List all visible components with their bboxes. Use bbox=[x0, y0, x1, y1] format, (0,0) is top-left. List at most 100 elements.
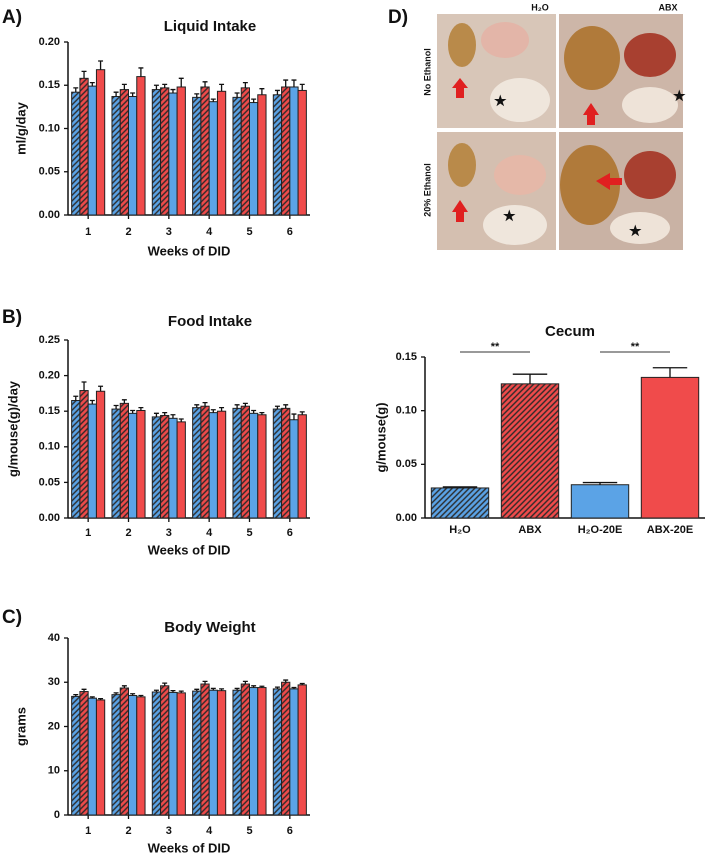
error-bar bbox=[582, 481, 618, 485]
bar bbox=[176, 692, 186, 816]
bar bbox=[87, 85, 97, 216]
bar bbox=[257, 94, 267, 216]
bar bbox=[281, 681, 291, 816]
bar bbox=[289, 86, 299, 216]
error-bar bbox=[178, 418, 184, 422]
error-bar bbox=[89, 82, 95, 87]
bar bbox=[240, 683, 251, 816]
error-bar bbox=[138, 694, 144, 697]
error-bar bbox=[81, 688, 87, 692]
x-tick-label: 3 bbox=[166, 226, 172, 238]
bar bbox=[71, 91, 81, 216]
error-bar bbox=[153, 689, 159, 692]
bar bbox=[297, 89, 307, 216]
error-bar bbox=[274, 89, 280, 95]
y-tick-label: 20 bbox=[48, 720, 60, 732]
bar bbox=[119, 89, 129, 216]
bar bbox=[87, 697, 97, 816]
error-bar bbox=[89, 696, 95, 699]
y-tick-label: 10 bbox=[48, 765, 60, 777]
x-tick-label: 4 bbox=[206, 226, 213, 238]
error-bar bbox=[138, 406, 144, 411]
row-label: No Ethanol bbox=[422, 48, 432, 96]
chart-title: Food Intake bbox=[168, 313, 252, 330]
panel-label: B) bbox=[2, 307, 22, 328]
photo-tile: ★ bbox=[559, 132, 683, 250]
bar bbox=[128, 95, 138, 216]
error-bar bbox=[242, 402, 248, 407]
bar bbox=[136, 696, 146, 816]
y-tick-label: 0.05 bbox=[39, 476, 60, 488]
error-bar bbox=[194, 93, 200, 98]
bar bbox=[128, 695, 138, 816]
error-bar bbox=[73, 395, 79, 401]
error-bar bbox=[121, 685, 127, 689]
y-tick-label: 0.05 bbox=[396, 458, 417, 470]
bar bbox=[79, 390, 89, 519]
error-bar bbox=[234, 92, 240, 98]
error-bar bbox=[219, 688, 225, 691]
y-tick-label: 0.10 bbox=[396, 405, 417, 417]
bar bbox=[128, 412, 138, 519]
y-tick-label: 0.15 bbox=[396, 351, 417, 363]
error-bar bbox=[251, 685, 257, 688]
bar bbox=[208, 689, 218, 816]
error-bar bbox=[242, 680, 248, 685]
error-bar bbox=[219, 406, 225, 412]
error-bar bbox=[283, 679, 289, 683]
y-axis-title: grams bbox=[13, 707, 28, 746]
bar bbox=[570, 484, 630, 519]
x-tick-label: 3 bbox=[166, 825, 172, 837]
bar bbox=[289, 419, 299, 519]
error-bar bbox=[170, 88, 176, 94]
bar bbox=[111, 408, 121, 519]
y-tick-label: 0.00 bbox=[39, 512, 60, 524]
error-bar bbox=[274, 686, 280, 689]
x-tick-label: 5 bbox=[246, 527, 252, 539]
bar bbox=[249, 102, 259, 216]
error-bar bbox=[178, 77, 184, 87]
bar bbox=[111, 95, 121, 216]
error-bar bbox=[202, 680, 208, 685]
error-bar bbox=[170, 414, 176, 419]
y-axis-title: g/mouse(g)/day bbox=[5, 380, 20, 477]
bar bbox=[136, 76, 146, 216]
bar bbox=[79, 77, 89, 216]
bar bbox=[240, 405, 251, 519]
y-tick-label: 0.15 bbox=[39, 405, 60, 417]
bar bbox=[281, 407, 291, 519]
error-bar bbox=[251, 98, 257, 103]
error-bar bbox=[73, 87, 79, 93]
bar bbox=[232, 689, 242, 816]
y-tick-label: 0.25 bbox=[39, 334, 60, 346]
bar bbox=[232, 96, 242, 216]
chart-title: Body Weight bbox=[164, 619, 255, 636]
bar bbox=[240, 87, 251, 216]
x-tick-label: H₂O bbox=[449, 524, 471, 536]
x-tick-label: 1 bbox=[85, 527, 91, 539]
error-bar bbox=[251, 409, 257, 414]
bar bbox=[151, 416, 162, 519]
x-tick-label: 2 bbox=[125, 825, 131, 837]
bar bbox=[136, 409, 146, 519]
bar bbox=[272, 94, 283, 216]
bar bbox=[232, 407, 242, 519]
x-tick-label: 4 bbox=[206, 527, 213, 539]
x-tick-label: 4 bbox=[206, 825, 213, 837]
y-tick-label: 0.00 bbox=[396, 512, 417, 524]
bar bbox=[95, 390, 106, 519]
bar bbox=[79, 691, 89, 816]
error-bar bbox=[98, 697, 104, 700]
x-axis-title: Weeks of DID bbox=[148, 243, 231, 258]
y-tick-label: 40 bbox=[48, 632, 60, 644]
error-bar bbox=[210, 98, 216, 102]
bar bbox=[119, 687, 129, 816]
x-tick-label: ABX-20E bbox=[647, 524, 693, 536]
error-bar bbox=[219, 83, 225, 92]
photo-tile: ★ bbox=[437, 14, 556, 128]
significance-label: ** bbox=[491, 341, 500, 353]
bar bbox=[192, 96, 202, 216]
bar bbox=[71, 695, 81, 816]
error-bar bbox=[178, 690, 184, 693]
